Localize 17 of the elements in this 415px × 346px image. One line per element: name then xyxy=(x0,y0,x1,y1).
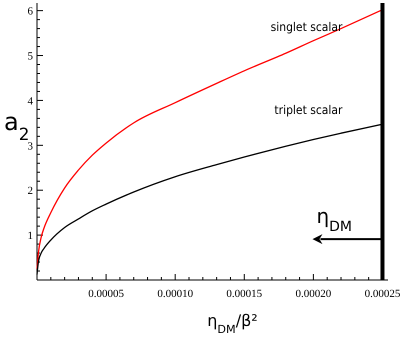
y-tick-label: 6 xyxy=(28,6,34,18)
annotation: η$_{DM}$ xyxy=(316,204,352,236)
x-tick-label: 0.00025 xyxy=(364,288,401,300)
line-series xyxy=(36,9,384,270)
series-label: triplet scalar xyxy=(274,103,344,118)
y-tick-label: 1 xyxy=(28,230,33,242)
series-label: singlet scalar xyxy=(270,20,344,34)
y-tick-label: 5 xyxy=(28,50,34,63)
y-axis-title: a$_{2}$ xyxy=(4,108,30,144)
y-tick-label: 4 xyxy=(28,95,34,108)
y-tick-label: 3 xyxy=(28,140,34,152)
x-tick-label: 0.00020 xyxy=(296,288,332,300)
x-tick-label: 0.00005 xyxy=(88,288,124,300)
x-tick-label: 0.00010 xyxy=(157,288,194,300)
y-tick-label: 2 xyxy=(28,185,33,198)
x-axis-title: η$_{DM}$/β² xyxy=(207,311,258,336)
x-tick-label: 0.00015 xyxy=(226,288,263,300)
